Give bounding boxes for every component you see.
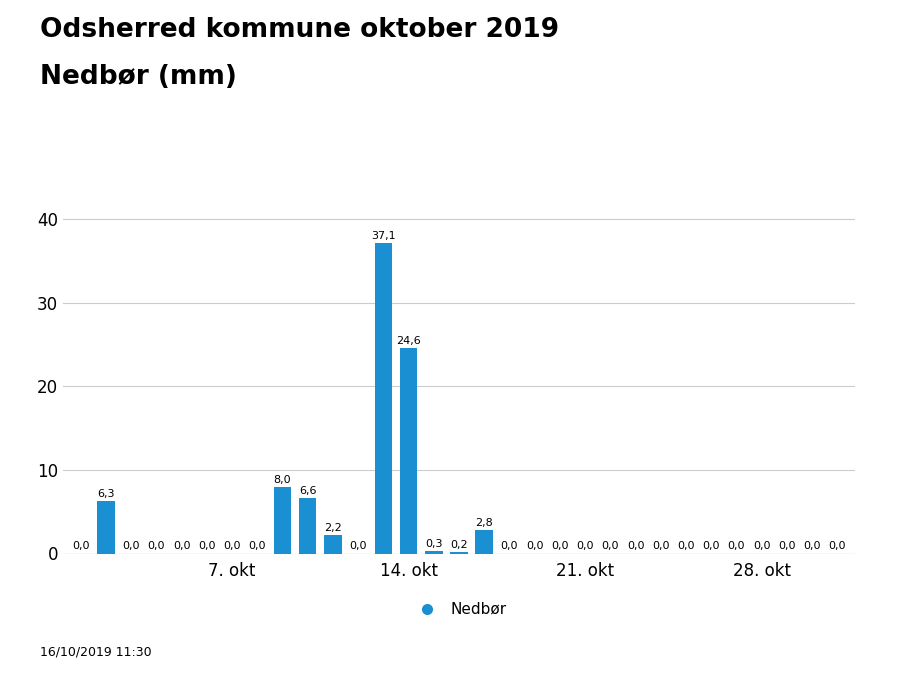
Text: 0,0: 0,0 (148, 541, 165, 551)
Text: 8,0: 8,0 (274, 475, 292, 485)
Text: DMI: DMI (781, 86, 821, 103)
Text: 0,0: 0,0 (678, 541, 695, 551)
Bar (324, 535, 342, 553)
Text: 0,0: 0,0 (551, 541, 569, 551)
Text: Nedbør (mm): Nedbør (mm) (40, 64, 238, 90)
Text: 0,0: 0,0 (652, 541, 670, 551)
Text: 0,0: 0,0 (223, 541, 240, 551)
Text: 37,1: 37,1 (371, 232, 396, 242)
Legend: Nedbør: Nedbør (406, 596, 512, 623)
Bar (299, 498, 317, 554)
Text: 0,0: 0,0 (728, 541, 745, 551)
Text: 24,6: 24,6 (396, 336, 421, 346)
Text: 0,0: 0,0 (173, 541, 190, 551)
Text: 16/10/2019 11:30: 16/10/2019 11:30 (40, 645, 152, 658)
Text: 2,8: 2,8 (475, 518, 493, 528)
Text: 0,0: 0,0 (778, 541, 796, 551)
Text: 0,0: 0,0 (626, 541, 644, 551)
Text: 0,0: 0,0 (72, 541, 89, 551)
Text: 0,0: 0,0 (500, 541, 518, 551)
Text: 2,2: 2,2 (324, 523, 342, 533)
Text: 0,0: 0,0 (576, 541, 594, 551)
Bar (274, 487, 292, 554)
Text: 0,0: 0,0 (248, 541, 266, 551)
Bar (400, 348, 418, 554)
Text: 0,0: 0,0 (829, 541, 846, 551)
Text: 0,3: 0,3 (425, 539, 443, 549)
Text: 0,0: 0,0 (122, 541, 140, 551)
Bar (475, 530, 493, 554)
Text: 0,0: 0,0 (198, 541, 215, 551)
Text: 6,3: 6,3 (97, 489, 114, 499)
Text: 0,0: 0,0 (753, 541, 770, 551)
Bar (374, 244, 392, 554)
Text: Odsherred kommune oktober 2019: Odsherred kommune oktober 2019 (40, 17, 560, 43)
Text: 0,0: 0,0 (703, 541, 720, 551)
Text: 0,0: 0,0 (804, 541, 821, 551)
Bar (97, 501, 114, 554)
Text: 0,0: 0,0 (526, 541, 544, 551)
Bar (425, 551, 443, 554)
Text: 6,6: 6,6 (299, 486, 317, 496)
Text: 0,0: 0,0 (601, 541, 619, 551)
Text: 0,2: 0,2 (450, 540, 468, 549)
Bar (450, 552, 468, 554)
Text: 0,0: 0,0 (349, 541, 367, 551)
